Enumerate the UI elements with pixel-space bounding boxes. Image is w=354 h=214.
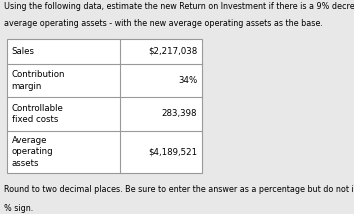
Text: % sign.: % sign. — [4, 204, 33, 213]
Text: 283,398: 283,398 — [162, 109, 197, 119]
Text: Round to two decimal places. Be sure to enter the answer as a percentage but do : Round to two decimal places. Be sure to … — [4, 185, 354, 194]
Text: 34%: 34% — [178, 76, 197, 85]
Text: average operating assets - with the new average operating assets as the base.: average operating assets - with the new … — [4, 19, 322, 28]
Text: Sales: Sales — [12, 47, 35, 56]
Text: $2,217,038: $2,217,038 — [148, 47, 197, 56]
Text: $4,189,521: $4,189,521 — [148, 147, 197, 156]
Text: Average
operating
assets: Average operating assets — [12, 136, 53, 168]
Text: Contribution
margin: Contribution margin — [12, 70, 65, 91]
Text: Using the following data, estimate the new Return on Investment if there is a 9%: Using the following data, estimate the n… — [4, 2, 354, 11]
Text: Controllable
fixed costs: Controllable fixed costs — [12, 104, 64, 124]
